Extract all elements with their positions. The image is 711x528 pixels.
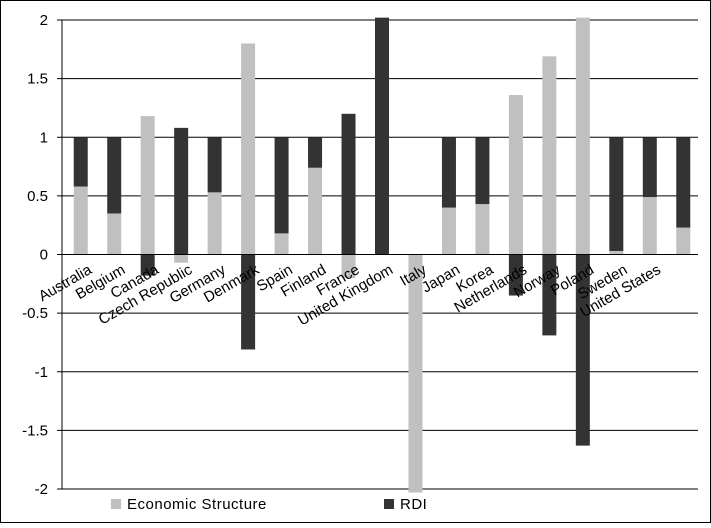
bar-economic-structure-16 xyxy=(609,250,624,255)
bar-economic-structure-5 xyxy=(241,43,256,255)
bar-economic-structure-17 xyxy=(642,197,657,255)
bar-rdi-14 xyxy=(542,254,557,336)
y-tick-label: 0 xyxy=(40,247,48,264)
y-tick-label: -0.5 xyxy=(22,305,48,322)
bar-rdi-18 xyxy=(676,137,691,228)
legend-swatch-economic-structure xyxy=(111,499,121,509)
y-tick-label: 0.5 xyxy=(27,188,48,205)
bar-economic-structure-13 xyxy=(508,95,523,255)
bar-rdi-5 xyxy=(241,254,256,350)
y-tick-labels: 2 1.5 1 0.5 0 -0.5 -1 -1.5 -2 xyxy=(22,12,48,498)
bar-rdi-4 xyxy=(207,137,222,193)
bar-economic-structure-8 xyxy=(341,254,356,278)
bar-rdi-16 xyxy=(609,137,624,251)
bar-economic-structure-0 xyxy=(73,186,88,255)
legend-swatch-rdi xyxy=(384,499,394,509)
bar-economic-structure-2 xyxy=(140,116,155,255)
bar-economic-structure-15 xyxy=(575,17,590,255)
axes xyxy=(57,19,698,490)
y-tick-label: 1.5 xyxy=(27,71,48,88)
y-tick-label: -1 xyxy=(35,364,48,381)
bar-rdi-2 xyxy=(140,254,155,276)
bar-economic-structure-10 xyxy=(408,254,423,493)
bar-economic-structure-3 xyxy=(174,254,189,263)
y-tick-label: 2 xyxy=(40,12,48,29)
bar-rdi-12 xyxy=(475,137,490,205)
gridlines xyxy=(62,19,698,490)
legend: Economic Structure RDI xyxy=(111,496,427,513)
bar-economic-structure-6 xyxy=(274,233,289,255)
bar-rdi-15 xyxy=(575,254,590,446)
bar-economic-structure-7 xyxy=(308,167,323,255)
bar-economic-structure-11 xyxy=(441,207,456,255)
bar-economic-structure-14 xyxy=(542,56,557,255)
bar-rdi-0 xyxy=(73,137,88,187)
legend-label-rdi: RDI xyxy=(400,496,427,513)
bar-economic-structure-12 xyxy=(475,204,490,255)
bar-rdi-11 xyxy=(441,137,456,208)
bar-rdi-3 xyxy=(174,127,189,255)
bar-rdi-17 xyxy=(642,137,657,198)
y-tick-label: -1.5 xyxy=(22,422,48,439)
bar-rdi-7 xyxy=(308,137,323,168)
y-tick-label: -2 xyxy=(35,481,48,498)
bar-rdi-9 xyxy=(375,17,389,255)
y-tick-label: 1 xyxy=(40,129,48,146)
bars xyxy=(73,17,691,493)
legend-label-economic-structure: Economic Structure xyxy=(127,496,267,513)
bar-economic-structure-4 xyxy=(207,192,222,255)
bar-rdi-13 xyxy=(508,254,523,296)
bar-economic-structure-1 xyxy=(107,213,122,255)
bar-rdi-8 xyxy=(341,113,356,255)
bar-economic-structure-18 xyxy=(676,227,691,255)
bar-rdi-6 xyxy=(274,137,289,234)
bar-rdi-1 xyxy=(107,137,122,214)
